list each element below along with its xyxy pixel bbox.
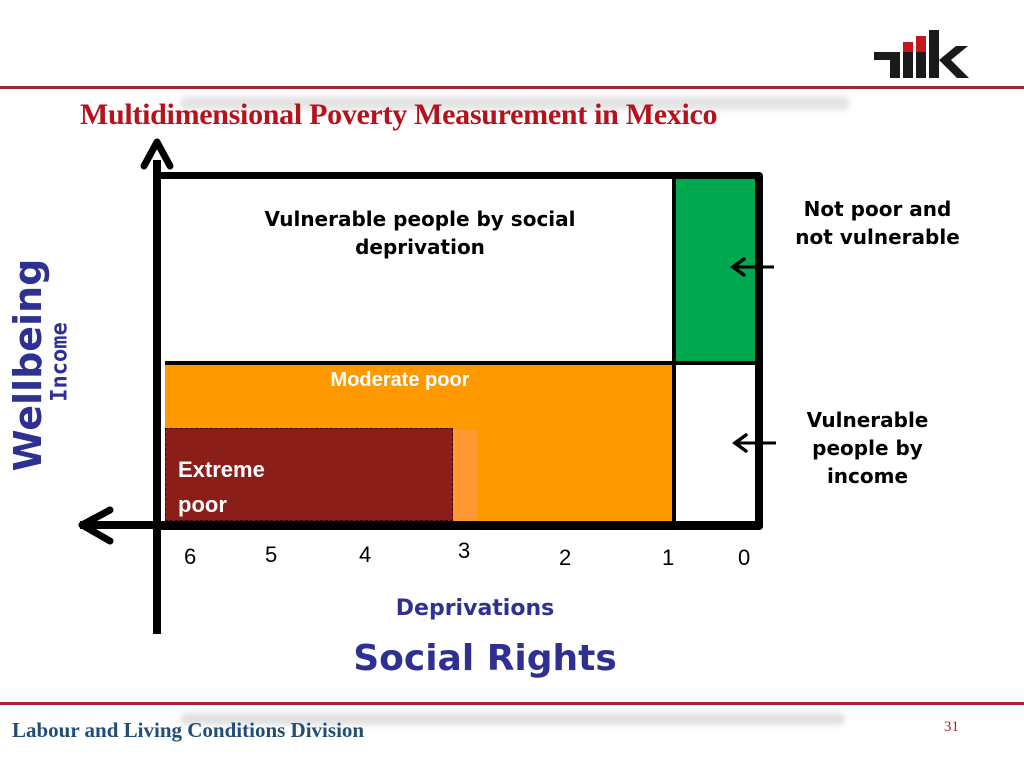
x-tick-5: 5 (265, 542, 278, 567)
x-axis-title: Social Rights (353, 638, 617, 679)
label-vuln-income-line3: income (826, 464, 909, 488)
label-moderate-poor: Moderate poor (330, 369, 470, 391)
x-axis-label: Deprivations (395, 596, 555, 621)
label-extreme-line1: Extreme (178, 457, 265, 482)
arrow-not-poor-icon (730, 257, 774, 277)
x-tick-3: 3 (458, 538, 471, 563)
x-tick-4: 4 (359, 542, 372, 567)
header-divider (0, 86, 1024, 89)
x-tick-1: 1 (662, 545, 675, 570)
arrow-up-icon (140, 138, 174, 170)
region-extreme-poor (165, 428, 453, 521)
x-tick-2: 2 (559, 545, 572, 570)
page-number: 31 (944, 719, 959, 735)
slide-title: Multidimensional Poverty Measurement in … (80, 98, 718, 131)
footer-shadow (180, 713, 845, 725)
label-vulnerable-social: Vulnerable people by social deprivation (264, 207, 576, 259)
x-axis-line (80, 521, 162, 529)
region-not-poor (676, 179, 756, 361)
region-highlight (453, 430, 477, 521)
label-vuln-income-line2: people by (812, 436, 923, 460)
frame-right-edge (756, 172, 763, 530)
region-vulnerable-social (165, 179, 672, 361)
label-extreme-poor: Extreme poor (178, 452, 308, 522)
label-vuln-income-line1: Vulnerable (806, 408, 929, 432)
label-extreme-line2: poor (178, 492, 227, 517)
label-not-poor: Not poor and not vulnerable (780, 195, 975, 251)
label-not-poor-line1: Not poor and (803, 197, 952, 221)
wellbeing-threshold-divider (165, 361, 760, 365)
footer-divider (0, 702, 1024, 705)
label-not-poor-line2: not vulnerable (795, 225, 960, 249)
x-tick-0: 0 (738, 545, 751, 570)
y-axis-title: Wellbeing (6, 258, 50, 472)
title-shadow (180, 96, 850, 110)
income-threshold-divider (672, 172, 676, 528)
arrow-vulnerable-income-icon (732, 433, 776, 453)
label-vulnerable-income: Vulnerable people by income (790, 406, 945, 490)
y-axis-line (153, 160, 161, 634)
arrow-left-icon (78, 506, 114, 545)
footer-division: Labour and Living Conditions Division (12, 718, 365, 742)
x-tick-6: 6 (184, 544, 197, 569)
tuik-logo (872, 28, 972, 84)
frame-bottom-edge (158, 521, 763, 530)
y-axis-label: Income (47, 322, 73, 402)
